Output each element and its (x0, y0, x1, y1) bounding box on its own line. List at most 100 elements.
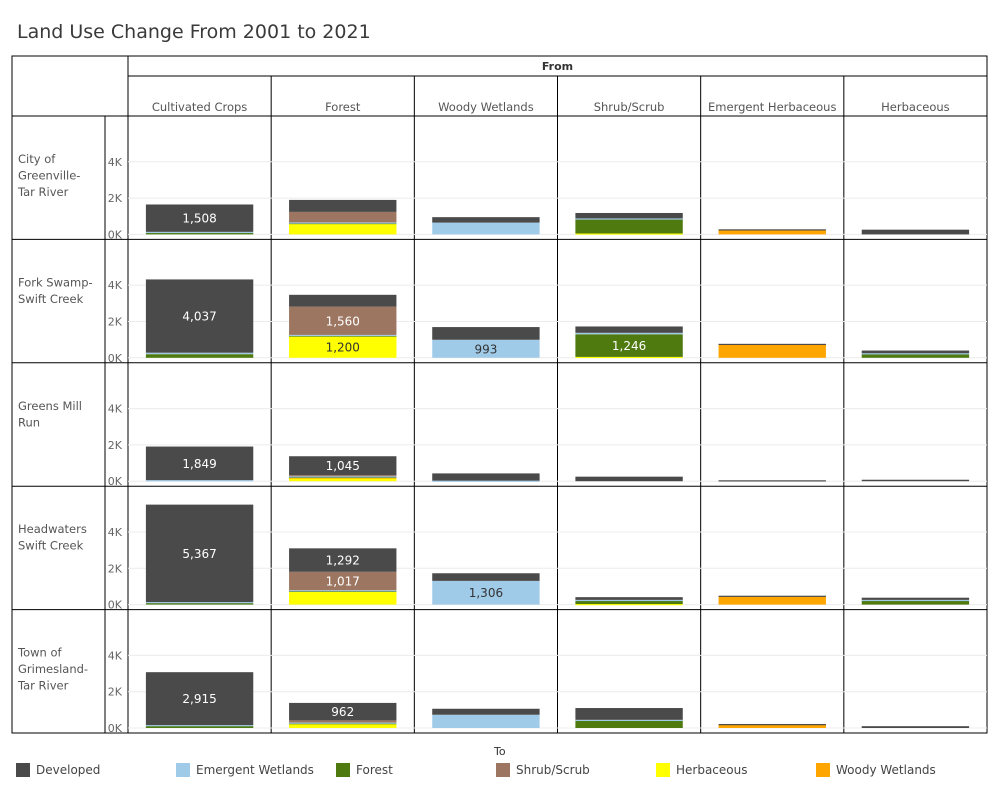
bar-segment (289, 223, 397, 235)
row-label: Grimesland- (18, 662, 88, 676)
y-tick-label: 4K (108, 279, 123, 292)
bar-segment (861, 229, 970, 235)
bar-segment (289, 722, 397, 724)
row-label: Greens Mill (18, 399, 82, 413)
bar-segment (861, 726, 970, 728)
bar-segment (861, 597, 970, 600)
data-label: 1,849 (182, 457, 216, 471)
bar-segment (432, 222, 540, 235)
bar-segment (432, 573, 540, 581)
bar-segment (289, 702, 397, 721)
chart-frame (11, 55, 988, 734)
bar-segment (289, 571, 397, 591)
y-tick-label: 4K (108, 526, 123, 539)
legend-label: Developed (36, 763, 101, 777)
bar-segment (145, 480, 254, 482)
bar-segment (718, 595, 826, 597)
bar-segment (145, 504, 254, 603)
legend: Developed Emergent Wetlands Forest Shrub/Sc… (0, 762, 1000, 780)
data-label: 2,915 (182, 692, 216, 706)
bar-segment (861, 479, 970, 482)
bar-segment (145, 725, 254, 728)
column-label: Woody Wetlands (438, 100, 534, 114)
legend-swatch (656, 763, 670, 777)
chart-title: Land Use Change From 2001 to 2021 (17, 21, 371, 43)
legend-item: Developed (16, 762, 100, 778)
bar-segment (861, 353, 970, 355)
data-label: 1,246 (612, 339, 646, 353)
bar-segment (432, 480, 540, 482)
y-tick-label: 0K (108, 599, 123, 612)
bar-segment (575, 597, 683, 600)
bar-segment (289, 723, 397, 728)
bar-segment (289, 477, 397, 482)
bar-segment (861, 599, 970, 602)
bar-segment (575, 720, 683, 728)
row-label: Run (18, 415, 40, 429)
bar-segment (432, 327, 540, 340)
bar-segment (432, 714, 540, 728)
legend-item: Shrub/Scrub (496, 762, 590, 778)
legend-swatch (176, 763, 190, 777)
bar-segment (289, 476, 397, 478)
row-label: Swift Creek (18, 292, 84, 306)
bar-segment (289, 334, 397, 337)
data-label: 1,508 (182, 212, 216, 226)
bar-segment (575, 218, 683, 220)
bar-segment (289, 591, 397, 605)
legend-item: Herbaceous (656, 762, 748, 778)
legend-title: To (494, 745, 506, 758)
bar-segment (575, 233, 683, 235)
row-label: City of (18, 152, 56, 166)
bar-segment (145, 279, 254, 353)
legend-item: Forest (336, 762, 393, 778)
bar-segment (145, 446, 254, 481)
column-label: Emergent Herbaceous (708, 100, 836, 114)
row-label: Tar River (17, 679, 69, 693)
data-label: 1,306 (469, 586, 503, 600)
bar-segment (575, 326, 683, 333)
legend-label: Forest (356, 763, 393, 777)
bar-segment (718, 724, 826, 726)
y-tick-label: 4K (108, 403, 123, 416)
legend-label: Emergent Wetlands (196, 763, 314, 777)
legend-swatch (336, 763, 350, 777)
y-tick-label: 2K (108, 192, 123, 205)
row-label: Tar River (17, 185, 69, 199)
y-tick-label: 2K (108, 315, 123, 328)
bar-segment (718, 229, 826, 231)
bar-segment (575, 356, 683, 359)
bar-segment (145, 602, 254, 605)
legend-item: Woody Wetlands (816, 762, 936, 778)
bar-segment (145, 354, 254, 358)
bar-segment (432, 580, 540, 605)
bar-segment (145, 231, 254, 234)
column-label: Forest (325, 100, 361, 114)
y-tick-label: 2K (108, 686, 123, 699)
y-tick-label: 2K (108, 562, 123, 575)
bar-segment (432, 217, 540, 223)
y-tick-label: 2K (108, 439, 123, 452)
bar-segment (718, 344, 826, 358)
bar-segment (718, 480, 826, 482)
legend-label: Shrub/Scrub (516, 763, 590, 777)
bar-segment (145, 672, 254, 726)
row-label: Swift Creek (18, 539, 84, 553)
bar-segment (432, 473, 540, 481)
bar-segment (289, 306, 397, 335)
y-tick-label: 0K (108, 475, 123, 488)
bar-segment (718, 343, 826, 346)
bar-segment (575, 332, 683, 335)
bar-segment (289, 199, 397, 212)
data-label: 993 (474, 342, 497, 356)
legend-swatch (816, 763, 830, 777)
data-label: 1,017 (326, 575, 360, 589)
bar-segment (289, 211, 397, 223)
legend-item: Emergent Wetlands (176, 762, 314, 778)
bar-segment (289, 548, 397, 572)
y-tick-label: 0K (108, 228, 123, 241)
row-label: Fork Swamp- (18, 275, 93, 289)
legend-swatch (496, 763, 510, 777)
legend-label: Woody Wetlands (836, 763, 936, 777)
bar-segment (289, 475, 397, 477)
